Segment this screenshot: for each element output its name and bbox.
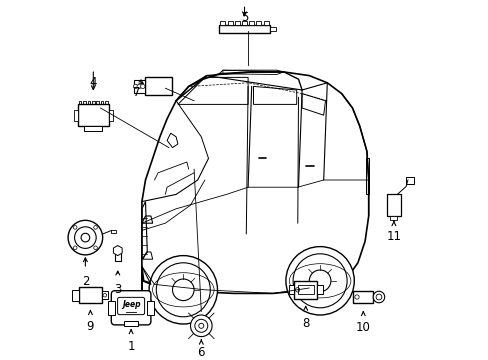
Bar	[227, 21, 232, 25]
Bar	[220, 21, 225, 25]
Text: 5: 5	[240, 11, 248, 24]
Bar	[317, 285, 322, 294]
Circle shape	[68, 220, 102, 255]
Bar	[102, 291, 108, 299]
Bar	[390, 216, 397, 220]
Bar	[72, 290, 79, 301]
Bar	[79, 287, 102, 303]
Circle shape	[133, 84, 138, 89]
Bar	[256, 21, 261, 25]
FancyBboxPatch shape	[111, 291, 151, 325]
Text: 3: 3	[114, 283, 121, 296]
Bar	[288, 285, 293, 294]
Bar	[242, 21, 246, 25]
Bar	[108, 110, 113, 121]
Bar	[108, 301, 115, 315]
Text: Jeep: Jeep	[122, 300, 140, 309]
Circle shape	[137, 84, 141, 89]
Bar	[134, 80, 144, 93]
Circle shape	[372, 291, 384, 303]
Bar	[110, 230, 116, 233]
Bar	[123, 321, 138, 325]
Text: 1: 1	[127, 340, 135, 353]
Circle shape	[285, 247, 354, 315]
Circle shape	[94, 226, 97, 229]
Bar	[386, 194, 400, 216]
Bar	[353, 291, 372, 303]
Text: 11: 11	[386, 230, 401, 243]
Bar	[269, 27, 276, 31]
Bar	[219, 25, 269, 33]
Bar	[234, 21, 239, 25]
Text: 9: 9	[86, 320, 94, 333]
Bar	[74, 110, 78, 121]
Bar	[293, 281, 317, 299]
Circle shape	[190, 315, 212, 337]
Bar	[147, 301, 153, 315]
Circle shape	[149, 256, 217, 324]
Text: 7: 7	[132, 86, 140, 99]
Bar	[144, 77, 171, 95]
Text: 4: 4	[89, 76, 97, 89]
Circle shape	[94, 246, 97, 249]
Bar	[297, 285, 313, 294]
Bar	[114, 251, 121, 261]
Polygon shape	[113, 246, 122, 256]
Text: 8: 8	[302, 317, 309, 330]
Text: 2: 2	[81, 275, 89, 288]
Bar	[249, 21, 254, 25]
Circle shape	[73, 246, 77, 249]
Bar	[84, 126, 102, 131]
Circle shape	[73, 226, 77, 229]
Bar	[78, 104, 108, 126]
Text: 6: 6	[197, 346, 204, 359]
Bar	[263, 21, 268, 25]
Bar	[406, 177, 413, 184]
Polygon shape	[142, 72, 368, 295]
Text: 10: 10	[355, 321, 370, 334]
Circle shape	[141, 84, 144, 89]
